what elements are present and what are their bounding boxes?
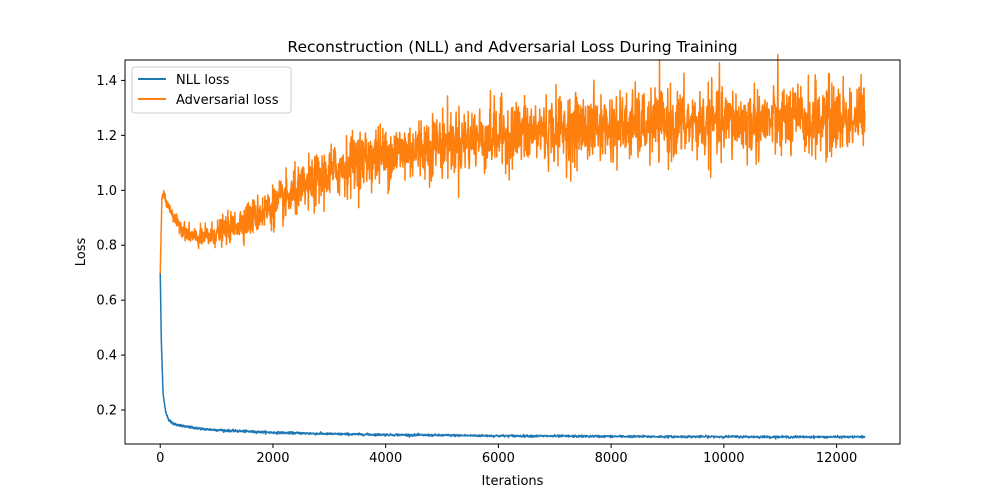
chart-title: Reconstruction (NLL) and Adversarial Los…	[287, 38, 737, 56]
series-layer	[159, 54, 866, 440]
plot-area-frame	[124, 59, 901, 445]
legend-label-adversarial-loss: Adversarial loss	[176, 93, 279, 108]
series-line-nll-loss	[159, 272, 866, 440]
y-tick-label: 0.6	[96, 294, 117, 309]
legend-box	[131, 66, 292, 114]
x-tick-label: 10000	[703, 451, 744, 466]
y-tick-label: 1.0	[96, 184, 117, 199]
y-tick-label: 0.8	[96, 239, 117, 254]
y-tick-label: 0.4	[96, 349, 117, 364]
x-tick-label: 4000	[369, 451, 402, 466]
legend-label-nll-loss: NLL loss	[176, 73, 230, 88]
series-line-adversarial-loss	[159, 54, 866, 274]
y-tick-label: 0.2	[96, 404, 117, 419]
x-axis-title: Iterations	[482, 474, 544, 489]
y-axis: 0.2 0.4 0.6 0.8 1.0 1.2 1.4	[96, 74, 125, 419]
x-tick-label: 6000	[482, 451, 515, 466]
x-tick-label: 12000	[816, 451, 857, 466]
x-tick-label: 8000	[595, 451, 628, 466]
y-tick-label: 1.2	[96, 129, 117, 144]
x-tick-label: 2000	[256, 451, 289, 466]
x-tick-label: 0	[156, 451, 164, 466]
y-tick-label: 1.4	[96, 74, 117, 89]
y-axis-title: Loss	[74, 238, 89, 267]
legend: NLL loss Adversarial loss	[131, 66, 292, 114]
x-axis: 0 2000 4000 6000 8000 10000 12000	[156, 444, 857, 466]
